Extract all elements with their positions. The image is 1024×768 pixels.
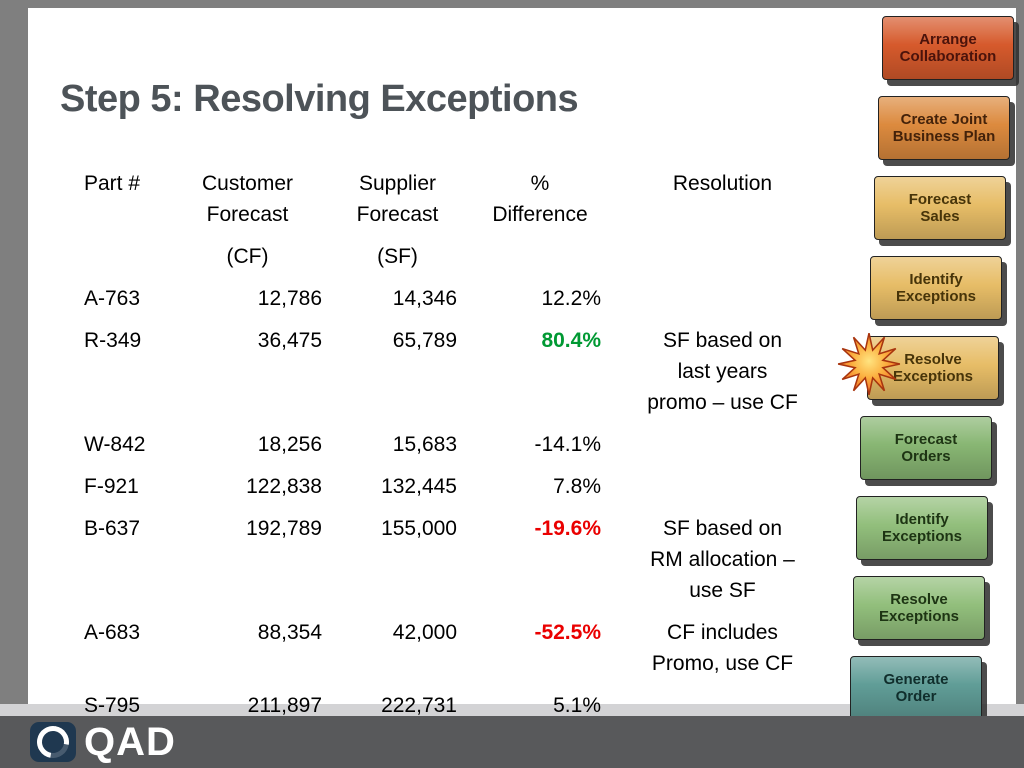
cell-cf: 192,789 — [246, 517, 322, 540]
cell-cf: 88,354 — [257, 621, 322, 644]
col-header-cf-abbr: (CF) — [226, 245, 269, 268]
cell-sf: 222,731 — [381, 694, 457, 717]
cell-cf: 12,786 — [257, 287, 322, 310]
cell-part: B-637 — [84, 517, 141, 540]
process-flow-buttons: Arrange Collaboration Create Joint Busin… — [844, 16, 1014, 720]
col-header-resolution: Resolution — [672, 172, 773, 195]
cell-sf: 15,683 — [392, 433, 457, 456]
slide: Step 5: Resolving Exceptions Part # Cust… — [28, 8, 1016, 720]
cell-diff: 80.4% — [541, 329, 601, 352]
cell-part: A-683 — [84, 621, 141, 644]
cell-sf: 65,789 — [392, 329, 457, 352]
page-title: Step 5: Resolving Exceptions — [60, 78, 579, 120]
cell-part: W-842 — [84, 433, 146, 456]
flow-button-forecast-sales[interactable]: Forecast Sales — [874, 176, 1006, 240]
cell-cf: 36,475 — [257, 329, 322, 352]
cell-diff: -14.1% — [534, 433, 601, 456]
cell-cf: 18,256 — [257, 433, 322, 456]
flow-button-resolve-exceptions-2[interactable]: Resolve Exceptions — [853, 576, 985, 640]
cell-part: F-921 — [84, 475, 139, 498]
cell-diff: -52.5% — [534, 621, 601, 644]
starburst-marker-icon — [837, 332, 901, 396]
col-header-supplier-forecast: Supplier Forecast — [356, 172, 439, 226]
flow-button-forecast-orders[interactable]: Forecast Orders — [860, 416, 992, 480]
qad-logo-icon — [30, 719, 76, 765]
pre-footer-strip — [0, 704, 1024, 716]
cell-cf: 211,897 — [247, 694, 322, 717]
cell-diff: 12.2% — [541, 287, 601, 310]
col-header-difference: % Difference — [492, 172, 588, 226]
cell-diff: 5.1% — [553, 694, 601, 717]
cell-sf: 155,000 — [381, 517, 457, 540]
flow-button-arrange-collaboration[interactable]: Arrange Collaboration — [882, 16, 1014, 80]
cell-sf: 132,445 — [381, 475, 457, 498]
qad-logo: QAD — [30, 719, 176, 765]
cell-resolution: SF based on last years promo – use CF — [647, 329, 798, 414]
cell-sf: 42,000 — [392, 621, 457, 644]
forecast-table: Part # Customer Forecast Supplier Foreca… — [50, 168, 830, 721]
cell-part: R-349 — [84, 329, 142, 352]
cell-cf: 122,838 — [246, 475, 322, 498]
qad-ring-icon — [30, 719, 76, 765]
footer-bar: QAD — [0, 716, 1024, 768]
flow-button-resolve-exceptions-1[interactable]: Resolve Exceptions — [867, 336, 999, 400]
flow-button-generate-order[interactable]: Generate Order — [850, 656, 982, 720]
qad-logo-text: QAD — [84, 720, 176, 764]
flow-button-identify-exceptions-1[interactable]: Identify Exceptions — [870, 256, 1002, 320]
cell-diff: -19.6% — [534, 517, 601, 540]
col-header-customer-forecast: Customer Forecast — [201, 172, 294, 226]
flow-button-create-joint-business-plan[interactable]: Create Joint Business Plan — [878, 96, 1010, 160]
cell-resolution: SF based on RM allocation – use SF — [650, 517, 795, 602]
col-header-sf-abbr: (SF) — [377, 245, 418, 268]
cell-resolution: CF includes Promo, use CF — [651, 621, 794, 675]
col-header-part: Part # — [84, 172, 141, 195]
flow-button-identify-exceptions-2[interactable]: Identify Exceptions — [856, 496, 988, 560]
cell-sf: 14,346 — [392, 287, 457, 310]
cell-diff: 7.8% — [553, 475, 601, 498]
cell-part: A-763 — [84, 287, 141, 310]
cell-part: S-795 — [84, 694, 141, 717]
